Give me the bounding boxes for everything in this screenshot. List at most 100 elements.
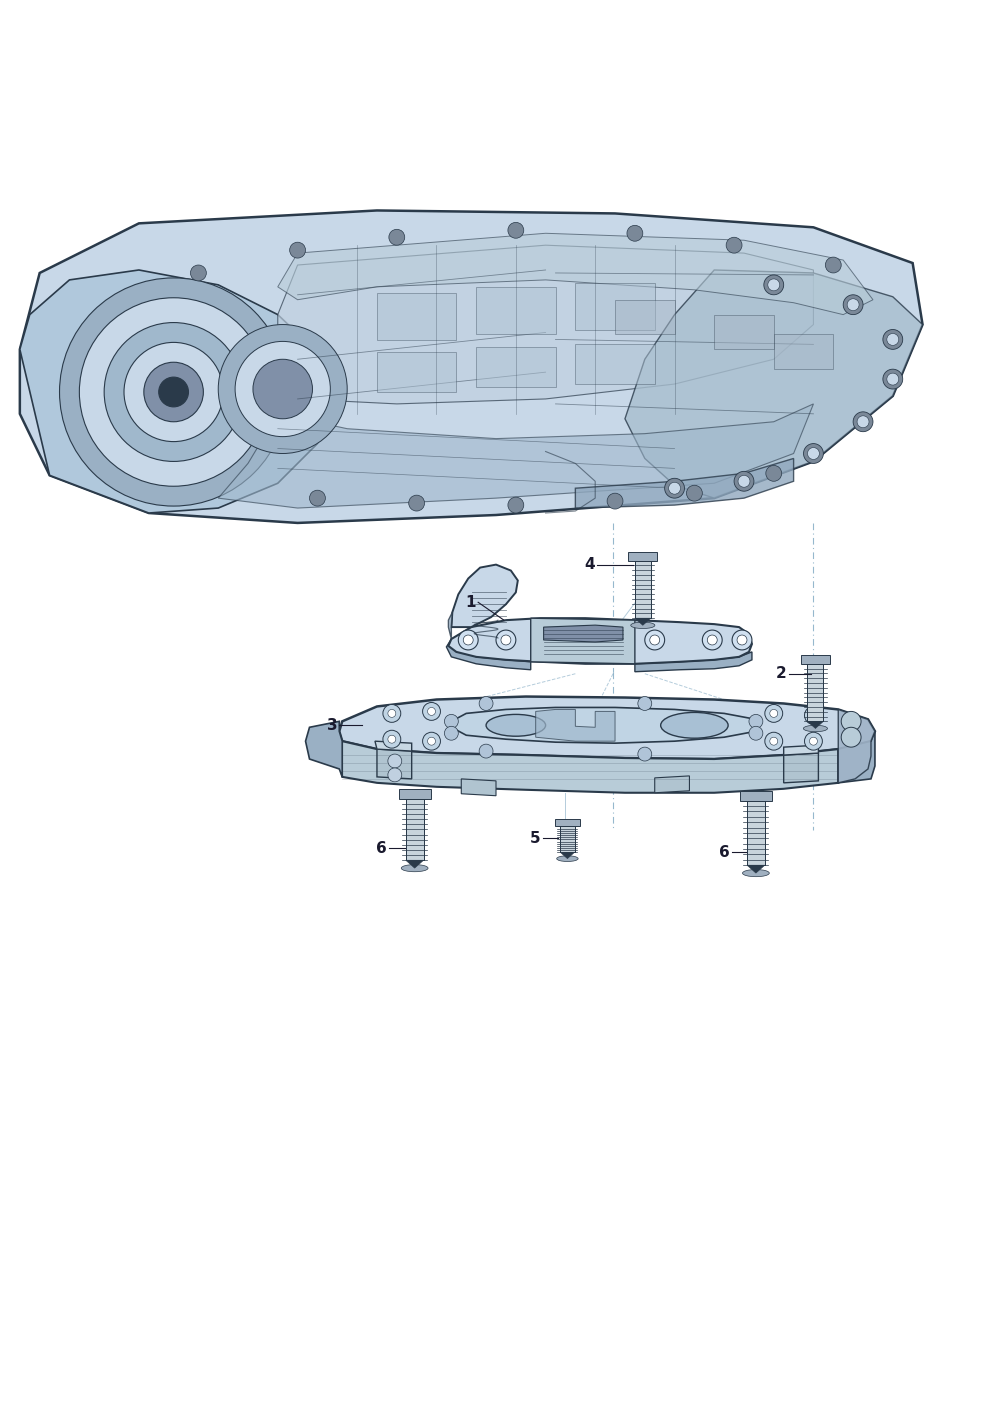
Circle shape bbox=[825, 257, 841, 274]
Polygon shape bbox=[406, 860, 424, 868]
Circle shape bbox=[807, 448, 819, 459]
Circle shape bbox=[144, 362, 203, 422]
Polygon shape bbox=[774, 334, 833, 369]
Text: 6: 6 bbox=[719, 845, 730, 860]
Circle shape bbox=[508, 497, 524, 513]
Circle shape bbox=[79, 297, 268, 487]
Polygon shape bbox=[20, 269, 337, 513]
Circle shape bbox=[310, 490, 325, 506]
Polygon shape bbox=[406, 798, 424, 860]
Polygon shape bbox=[635, 652, 752, 672]
Circle shape bbox=[479, 744, 493, 758]
Polygon shape bbox=[615, 300, 675, 334]
Polygon shape bbox=[714, 314, 774, 349]
Circle shape bbox=[843, 295, 863, 314]
Polygon shape bbox=[461, 779, 496, 796]
Circle shape bbox=[726, 237, 742, 253]
Circle shape bbox=[290, 243, 306, 258]
Polygon shape bbox=[306, 721, 342, 777]
Polygon shape bbox=[807, 664, 823, 721]
Circle shape bbox=[707, 636, 717, 645]
Circle shape bbox=[389, 229, 405, 246]
Circle shape bbox=[104, 323, 243, 462]
Circle shape bbox=[444, 727, 458, 741]
Circle shape bbox=[423, 732, 440, 751]
Polygon shape bbox=[560, 852, 574, 859]
Circle shape bbox=[253, 359, 312, 418]
Circle shape bbox=[749, 727, 763, 741]
Polygon shape bbox=[377, 293, 456, 341]
Circle shape bbox=[190, 265, 206, 281]
Polygon shape bbox=[560, 826, 574, 852]
Polygon shape bbox=[536, 710, 615, 741]
Polygon shape bbox=[575, 283, 655, 331]
Circle shape bbox=[423, 703, 440, 720]
Circle shape bbox=[388, 753, 402, 767]
Polygon shape bbox=[375, 741, 412, 751]
Text: 1: 1 bbox=[465, 595, 476, 610]
Polygon shape bbox=[740, 791, 772, 801]
Circle shape bbox=[765, 732, 783, 751]
Text: 2: 2 bbox=[776, 666, 787, 682]
Circle shape bbox=[383, 704, 401, 723]
Polygon shape bbox=[784, 745, 818, 755]
Polygon shape bbox=[838, 710, 875, 783]
Circle shape bbox=[627, 226, 643, 241]
Polygon shape bbox=[575, 459, 794, 508]
Circle shape bbox=[479, 696, 493, 710]
Circle shape bbox=[702, 630, 722, 650]
Ellipse shape bbox=[401, 864, 429, 871]
Polygon shape bbox=[278, 233, 873, 314]
Circle shape bbox=[732, 630, 752, 650]
Circle shape bbox=[770, 710, 778, 717]
Circle shape bbox=[388, 710, 396, 717]
Polygon shape bbox=[278, 246, 813, 404]
Circle shape bbox=[804, 443, 823, 463]
Ellipse shape bbox=[804, 725, 827, 732]
Circle shape bbox=[686, 485, 702, 501]
Polygon shape bbox=[451, 707, 756, 744]
Text: 4: 4 bbox=[584, 557, 595, 572]
Circle shape bbox=[235, 341, 330, 436]
Circle shape bbox=[809, 737, 817, 745]
Polygon shape bbox=[448, 619, 752, 664]
Polygon shape bbox=[575, 344, 655, 384]
Circle shape bbox=[734, 471, 754, 491]
Ellipse shape bbox=[486, 714, 546, 737]
Circle shape bbox=[669, 483, 681, 494]
Circle shape bbox=[60, 278, 288, 506]
Circle shape bbox=[428, 737, 435, 745]
Polygon shape bbox=[377, 352, 456, 391]
Circle shape bbox=[768, 279, 780, 290]
Circle shape bbox=[638, 748, 652, 760]
Circle shape bbox=[458, 630, 478, 650]
Circle shape bbox=[444, 714, 458, 728]
Circle shape bbox=[159, 377, 188, 407]
Circle shape bbox=[883, 369, 903, 389]
Ellipse shape bbox=[557, 856, 578, 861]
Polygon shape bbox=[555, 818, 580, 826]
Polygon shape bbox=[625, 269, 923, 498]
Polygon shape bbox=[747, 866, 765, 873]
Circle shape bbox=[737, 636, 747, 645]
Polygon shape bbox=[448, 612, 452, 638]
Polygon shape bbox=[635, 619, 651, 626]
Circle shape bbox=[809, 711, 817, 720]
Polygon shape bbox=[446, 638, 531, 669]
Circle shape bbox=[857, 415, 869, 428]
Circle shape bbox=[607, 494, 623, 509]
Circle shape bbox=[388, 735, 396, 744]
Ellipse shape bbox=[742, 870, 770, 877]
Polygon shape bbox=[531, 619, 635, 664]
Circle shape bbox=[665, 478, 684, 498]
Polygon shape bbox=[476, 348, 556, 387]
Polygon shape bbox=[655, 776, 689, 793]
Circle shape bbox=[841, 711, 861, 731]
Circle shape bbox=[501, 636, 511, 645]
Circle shape bbox=[463, 636, 473, 645]
Polygon shape bbox=[807, 721, 823, 728]
Polygon shape bbox=[635, 561, 651, 619]
Polygon shape bbox=[339, 696, 875, 759]
Circle shape bbox=[428, 707, 435, 716]
Circle shape bbox=[805, 707, 822, 724]
